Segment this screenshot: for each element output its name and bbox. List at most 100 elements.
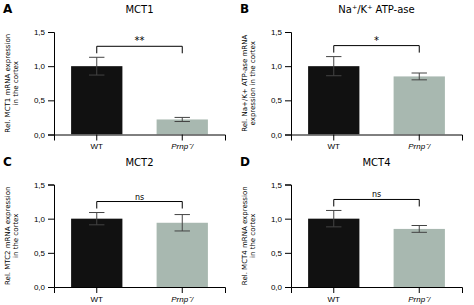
tick-label: 1,0 [34,215,46,224]
significance-bracket [97,202,183,209]
y-tick: 1,0 [34,62,54,71]
error-bar [89,57,104,75]
tick-mark [285,287,291,288]
axis-line [285,33,292,136]
axis-line [48,185,55,288]
tick-label: Prnp⁻/ [408,142,431,151]
x-tick: WT [91,287,104,304]
panel: 0,0 0,5 1,0 1,5 WT Prnp⁻/ Rel. MCT4 mRNA expre… [240,155,463,304]
y-axis-title-line: Rel. MCT4 mRNA expression [241,186,249,285]
y-tick: 0,5 [34,96,54,105]
y-tick: 1,0 [271,215,291,224]
bar [394,229,445,287]
axis-line [55,288,226,294]
significance-label: * [374,35,379,46]
tick-mark [333,287,334,293]
axis-line [55,135,226,141]
bar [157,223,208,287]
axis-line [292,135,463,141]
y-tick: 0,0 [34,131,54,140]
y-tick: 0,0 [271,131,291,140]
error-bar [326,210,341,226]
significance-label: ns [372,190,381,199]
y-tick: 1,0 [34,215,54,224]
plot-area: 0,0 0,5 1,0 1,5 WT Prnp⁻/ Rel. MCT1 mRNA expre… [4,28,226,151]
tick-mark [48,100,54,101]
tick-label: Prnp⁻/ [408,295,431,304]
tick-mark [96,135,97,141]
tick-label: 0,5 [34,96,46,105]
tick-label: 0,0 [34,131,46,140]
tick-label: 1,5 [271,181,283,190]
y-axis: 0,00,51,01,5 [34,181,55,293]
tick-label: 0,5 [271,249,283,258]
bar [71,219,122,287]
tick-label: 1,0 [271,62,283,71]
y-tick: 0,5 [271,96,291,105]
x-tick: Prnp⁻/ [171,287,194,304]
tick-label: Prnp⁻/ [171,142,194,151]
x-tick: Prnp⁻/ [408,135,431,152]
y-axis-title-line: in the cortex [249,214,257,258]
significance-bracket [97,46,183,53]
bar [394,76,445,134]
tick-mark [285,66,291,67]
tick-mark [333,135,334,141]
plot-area: 0,00,51,01,5WTPrnp⁻/Rel. MTC2 mRNA expre… [4,181,226,304]
marks [71,213,208,287]
y-axis-title-line: Rel. MTC2 mRNA expression [4,187,12,285]
marks [308,210,445,287]
x-tick: WT [91,135,104,152]
tick-mark [48,66,54,67]
significance-bracket [334,46,420,53]
tick-mark [48,253,54,254]
tick-label: 0,5 [34,249,46,258]
x-tick: Prnp⁻/ [171,135,194,152]
y-axis-title: Rel. Na+/K+ ATP-ase mRNAexpression in th… [241,35,257,132]
tick-mark [182,287,183,293]
y-axis: 0,0 0,5 1,0 1,5 [271,181,292,293]
tick-label: 0,0 [271,283,283,292]
x-axis: WT Prnp⁻/ [292,287,463,304]
y-axis: 0,00,51,01,5 [271,28,292,140]
tick-label: WT [91,295,104,304]
significance-label: ** [135,35,145,46]
panel: 0,00,51,01,5WTPrnp⁻/Rel. MTC2 mRNA expre… [3,155,226,304]
marks [71,57,208,134]
significance-label: ns [135,193,144,202]
tick-mark [96,287,97,293]
panel-label: A [3,2,13,16]
y-axis-title-line: Rel. MCT1 mRNA expression [4,34,12,133]
tick-label: 0,5 [271,96,283,105]
tick-mark [285,185,291,186]
significance-bracket [334,199,420,206]
error-bar [175,117,190,121]
y-axis: 0,0 0,5 1,0 1,5 [34,28,55,140]
tick-mark [48,32,54,33]
panel-label: B [240,2,249,16]
y-tick: 1,5 [34,181,54,190]
title: Na⁺/K⁺ ATP-ase [338,4,414,15]
y-axis-title-line: expression in the cortex [249,41,257,125]
panel-label: C [3,155,12,169]
y-axis-title: Rel. MTC2 mRNA expressionin the cortex [4,187,20,285]
title: MCT4 [362,157,390,168]
tick-mark [419,135,420,141]
x-tick: WT [328,135,341,152]
error-bar [412,73,427,80]
tick-mark [285,32,291,33]
tick-mark [285,100,291,101]
x-tick: WT [328,287,341,304]
y-axis-title-line: in the cortex [12,61,20,105]
axis-line [285,185,292,288]
tick-mark [48,219,54,220]
panel: 0,00,51,01,5WTPrnp⁻/Rel. Na+/K+ ATP-ase … [240,2,463,151]
error-bar [326,57,341,76]
bar [308,219,359,287]
y-tick: 1,5 [34,28,54,37]
bar [308,66,359,134]
tick-mark [48,185,54,186]
tick-label: 0,0 [271,131,283,140]
plot-area: 0,00,51,01,5WTPrnp⁻/Rel. Na+/K+ ATP-ase … [241,28,463,151]
y-tick: 1,5 [271,181,291,190]
